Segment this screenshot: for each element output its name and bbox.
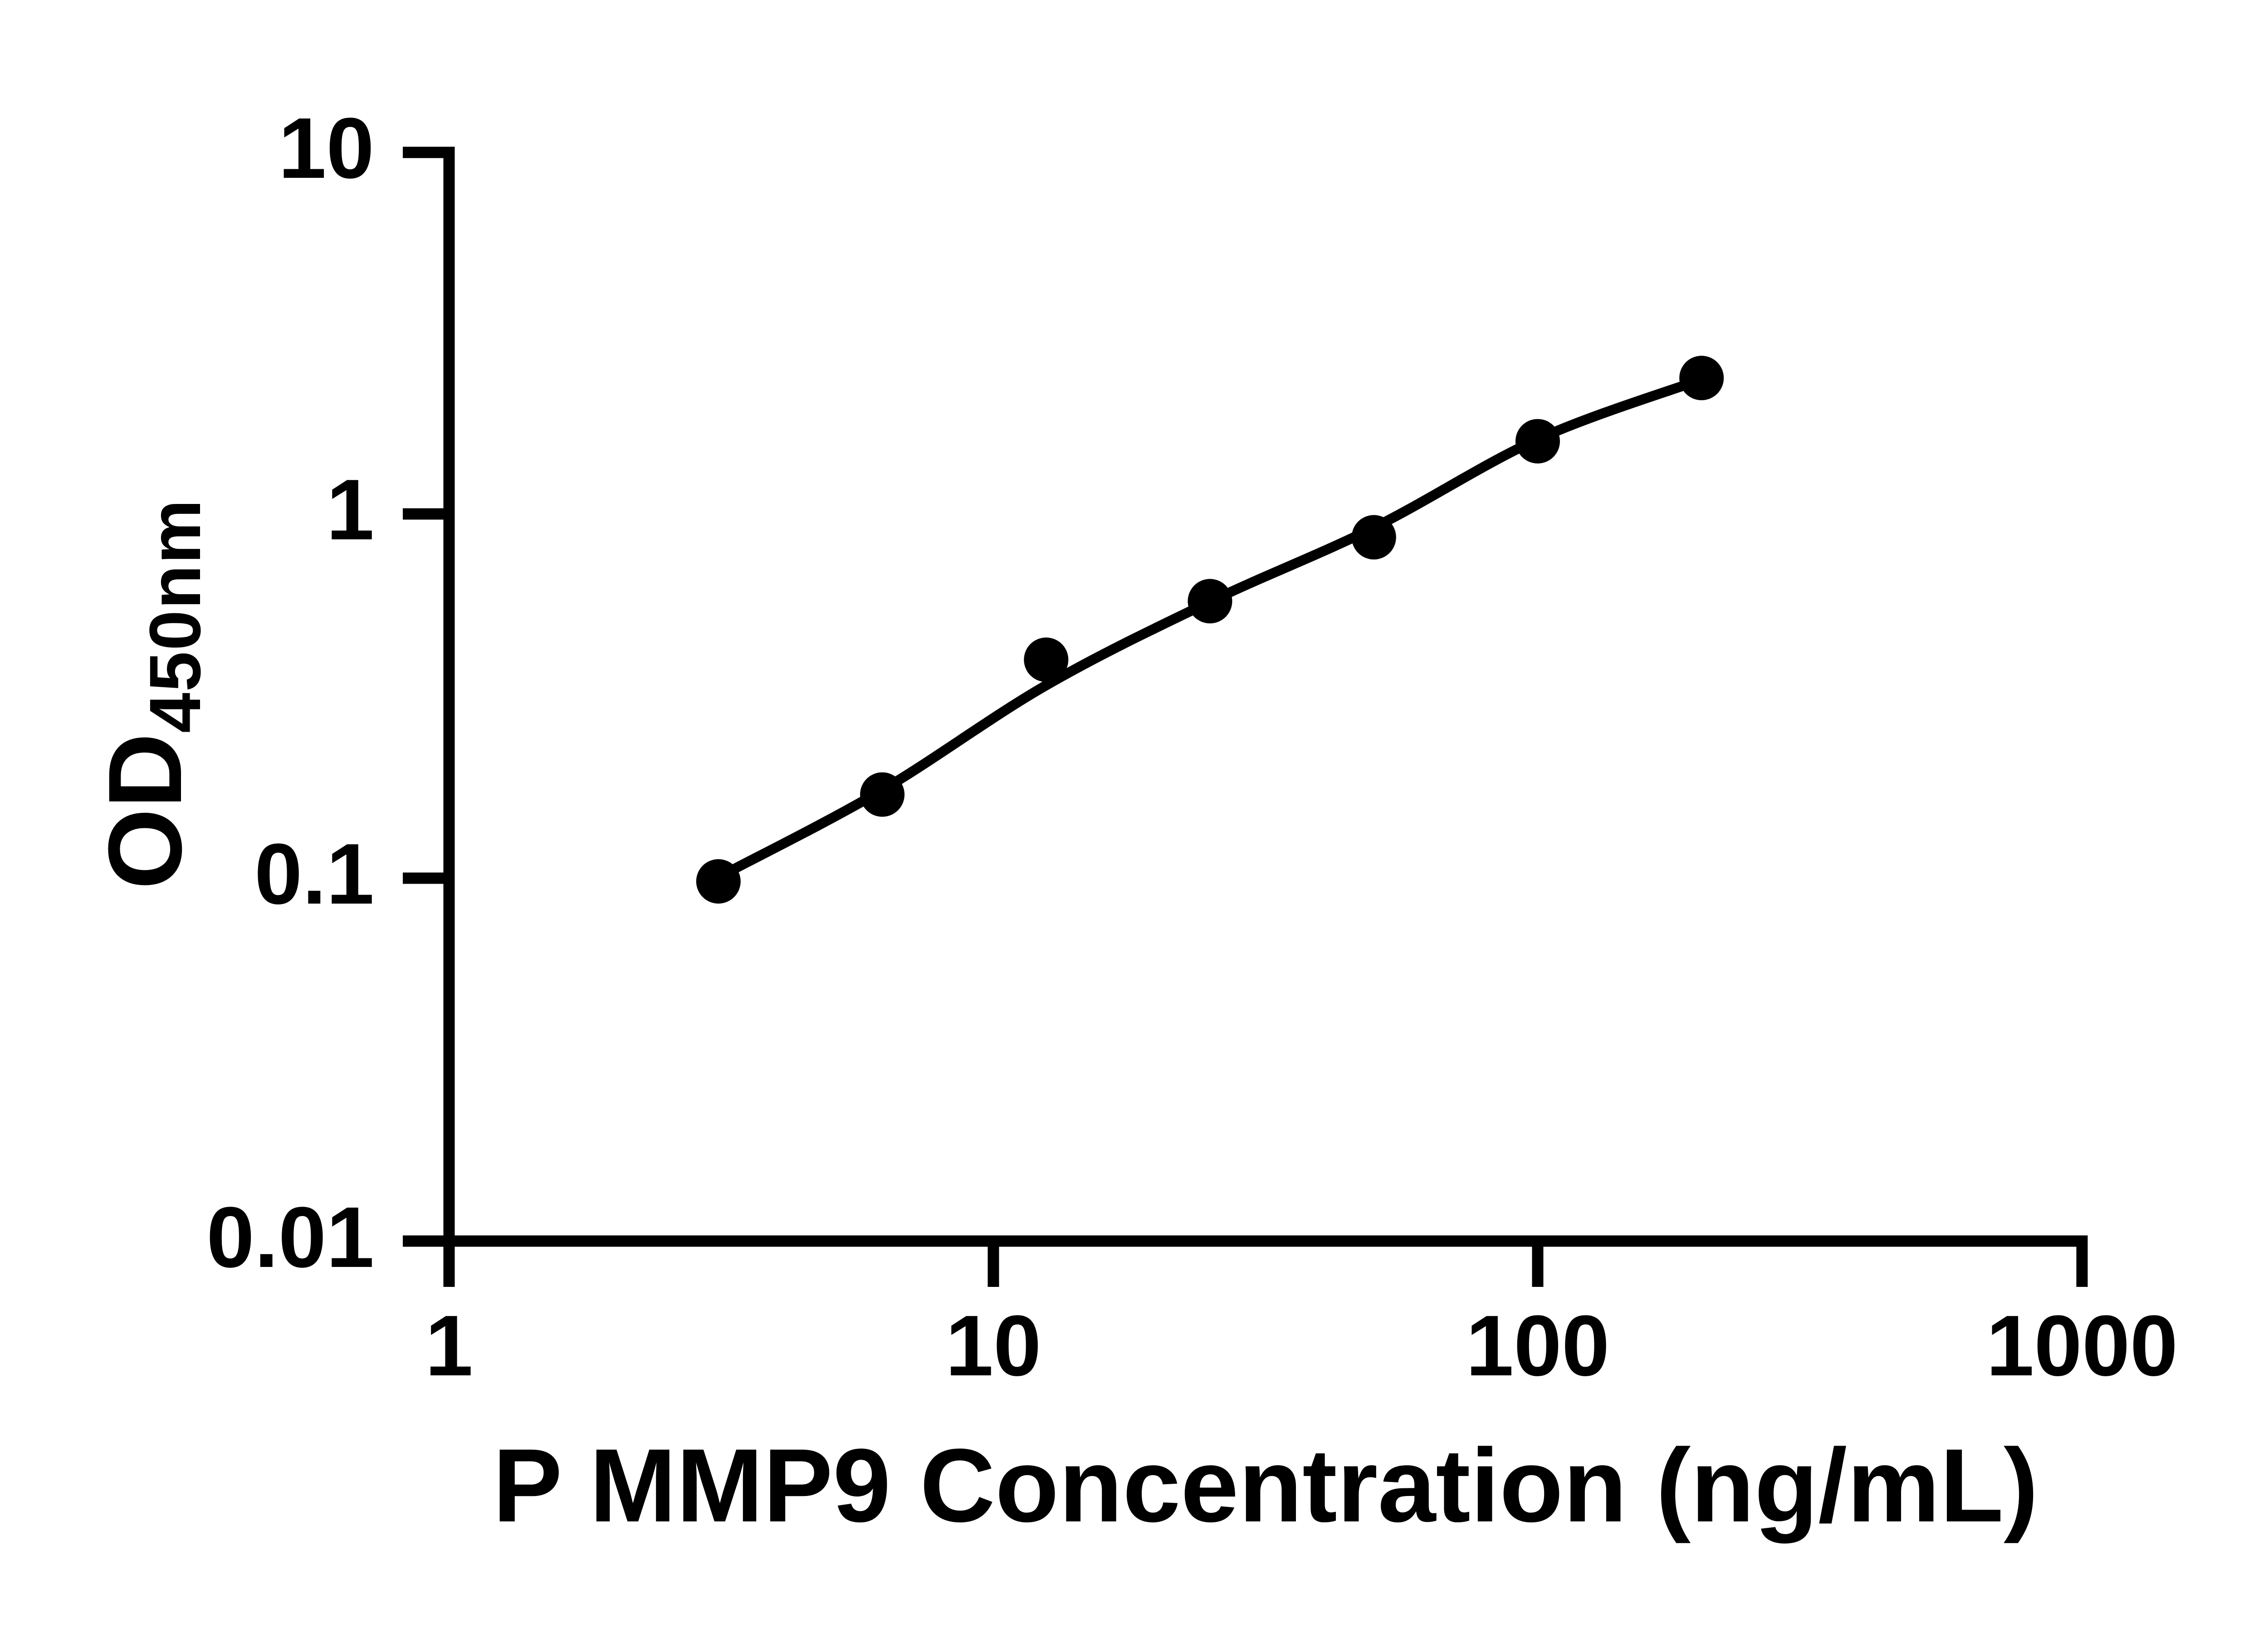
y-tick-label-0.1: 0.1 [254, 826, 374, 922]
y-tick-label-10: 10 [278, 100, 374, 196]
x-axis-title: P MMP9 Concentration (ng/mL) [493, 1427, 2038, 1544]
x-tick-label-1: 1 [425, 1298, 473, 1394]
data-point-100 [1515, 419, 1560, 464]
y-axis-title-subscript: 450nm [134, 499, 215, 733]
data-point-12.5 [1024, 637, 1069, 682]
y-axis-title-main: OD [87, 733, 203, 890]
data-point-200 [1679, 356, 1724, 401]
data-point-50 [1351, 515, 1396, 560]
x-tick-label-100: 100 [1466, 1298, 1610, 1394]
data-point-6.25 [860, 772, 905, 817]
data-points-group [696, 356, 1724, 904]
y-axis-title: OD450nm [87, 499, 215, 890]
y-tick-label-1: 1 [326, 462, 374, 558]
data-point-3.125 [696, 859, 741, 904]
x-tick-label-10: 10 [945, 1298, 1041, 1394]
y-tick-label-0.01: 0.01 [206, 1189, 374, 1286]
x-tick-label-1000: 1000 [1986, 1298, 2178, 1394]
data-point-25 [1188, 579, 1232, 624]
